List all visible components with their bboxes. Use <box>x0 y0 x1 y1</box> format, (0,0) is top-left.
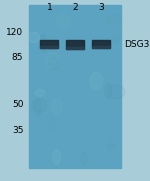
Bar <box>92 46 110 48</box>
Text: 1: 1 <box>46 3 52 12</box>
Bar <box>66 40 84 49</box>
Ellipse shape <box>33 99 46 113</box>
Text: 50: 50 <box>12 100 23 110</box>
Text: 35: 35 <box>12 126 23 135</box>
Bar <box>66 47 84 49</box>
Ellipse shape <box>51 98 62 114</box>
Ellipse shape <box>49 57 58 69</box>
Ellipse shape <box>28 32 39 43</box>
Ellipse shape <box>82 152 87 164</box>
Text: DSG3: DSG3 <box>124 40 149 49</box>
Text: 2: 2 <box>72 3 78 12</box>
Ellipse shape <box>40 34 46 52</box>
Bar <box>28 5 121 168</box>
Ellipse shape <box>90 72 103 90</box>
Ellipse shape <box>34 99 41 115</box>
Ellipse shape <box>35 89 45 96</box>
Text: 85: 85 <box>12 53 23 62</box>
Bar <box>40 40 58 48</box>
Ellipse shape <box>56 15 71 28</box>
Ellipse shape <box>46 52 59 68</box>
Bar <box>40 46 58 48</box>
Text: 3: 3 <box>98 3 104 12</box>
Ellipse shape <box>105 84 112 98</box>
Ellipse shape <box>112 35 120 43</box>
Bar <box>92 40 110 48</box>
Text: 120: 120 <box>6 28 23 37</box>
Ellipse shape <box>108 144 115 150</box>
Ellipse shape <box>109 85 125 99</box>
Ellipse shape <box>53 150 61 165</box>
